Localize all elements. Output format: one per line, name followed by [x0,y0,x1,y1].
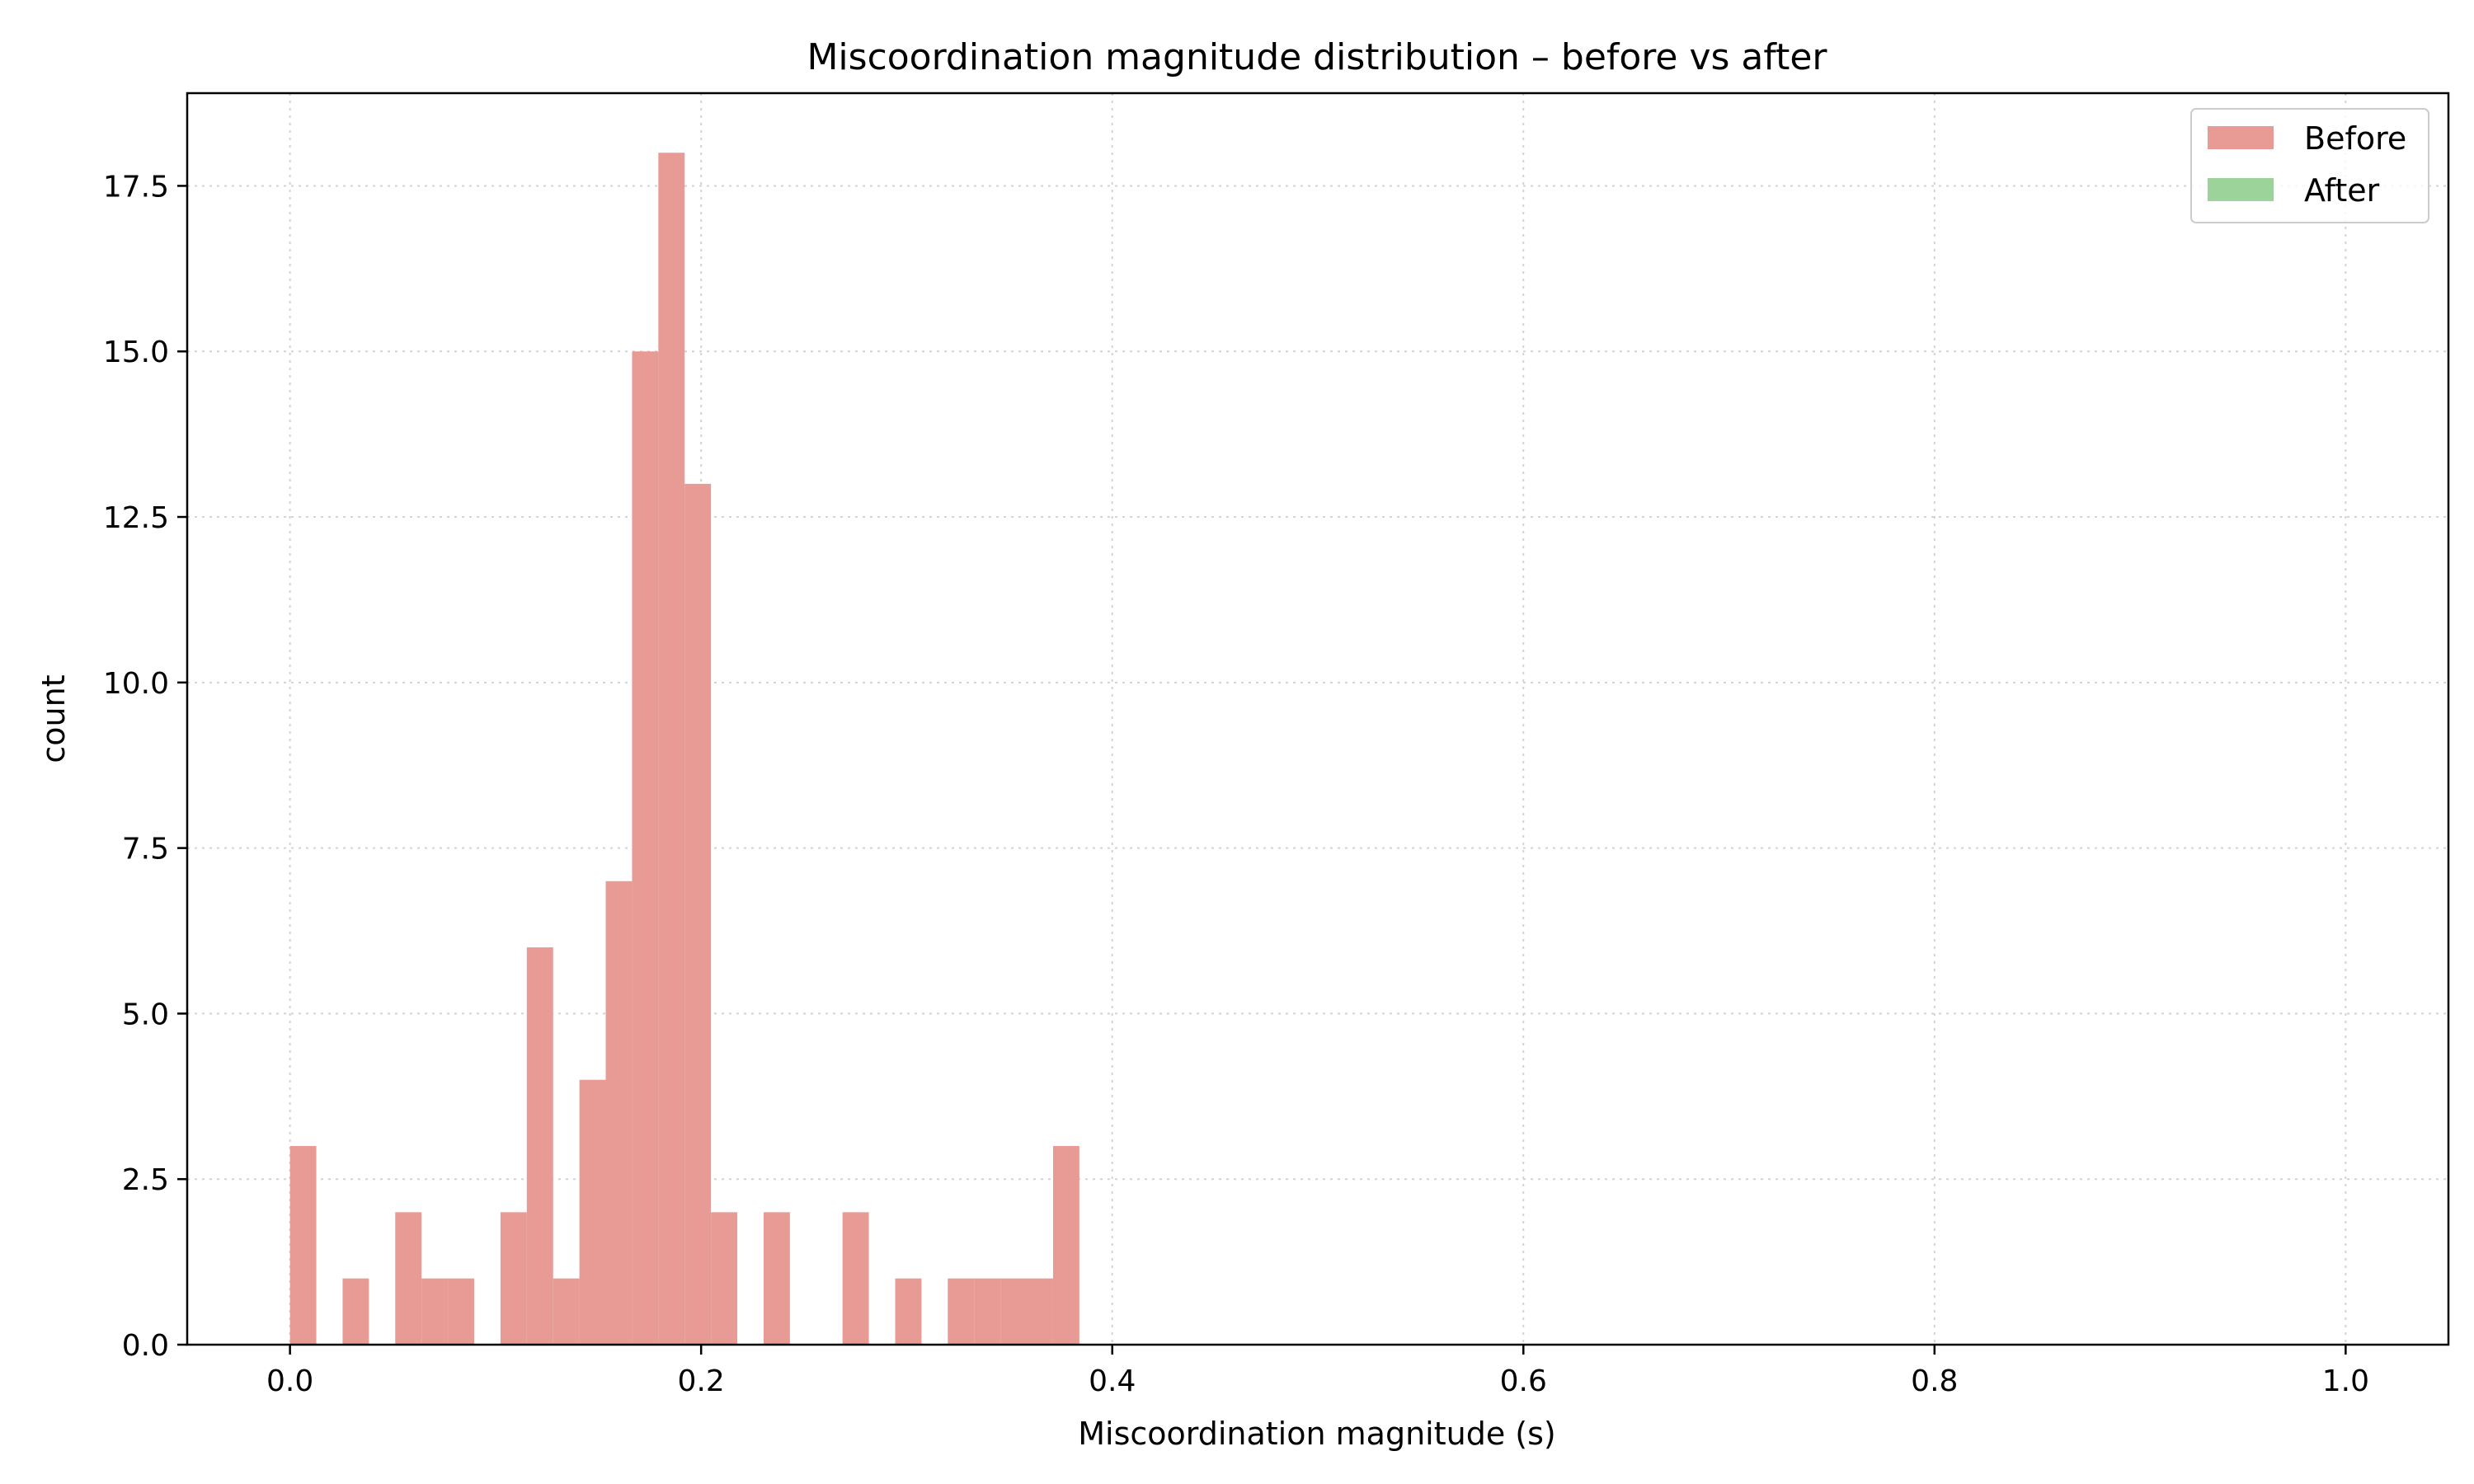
chart-title: Miscoordination magnitude distribution –… [807,36,1827,78]
y-tick-label: 7.5 [122,833,169,866]
histogram-bar-before [342,1278,369,1345]
histogram-bar-before [711,1212,738,1345]
legend-swatch-after [2208,178,2274,201]
histogram-bar-before [1052,1146,1079,1345]
histogram-bar-before [632,351,659,1345]
y-axis-ticks: 0.0 2.5 5.0 7.5 10.0 12.5 15.0 17.5 [103,170,187,1363]
x-axis-label: Miscoordination magnitude (s) [1078,1416,1555,1452]
histogram-bar-before [579,1079,606,1345]
y-tick-label: 10.0 [103,667,169,701]
y-tick-label: 12.5 [103,501,169,535]
legend-label-before: Before [2304,120,2406,157]
legend-label-after: After [2304,172,2380,209]
y-tick-label: 0.0 [122,1329,169,1363]
histogram-bar-before [1027,1278,1053,1345]
histogram-bar-before [658,153,685,1345]
x-tick-label: 1.0 [2322,1364,2369,1398]
histogram-bar-before [526,947,553,1345]
histogram-bar-before [763,1212,790,1345]
x-tick-label: 0.2 [678,1364,725,1398]
histogram-bar-before [1000,1278,1028,1345]
x-tick-label: 0.4 [1089,1364,1136,1398]
x-tick-label: 0.6 [1500,1364,1547,1398]
histogram-bar-before [289,1146,317,1345]
histogram-bar-before [605,881,633,1345]
histogram-bar-before [974,1278,1001,1345]
histogram-bar-before [842,1212,869,1345]
y-tick-label: 15.0 [103,336,169,369]
histogram-bar-before [395,1212,422,1345]
histogram-bar-before [684,483,712,1345]
x-tick-label: 0.0 [266,1364,313,1398]
y-tick-label: 17.5 [103,170,169,204]
histogram-bar-before [500,1212,527,1345]
plot-frame [186,92,2450,1346]
histogram-bar-before [895,1278,922,1345]
legend: Before After [2190,108,2429,223]
histogram-bars [289,153,1079,1345]
x-axis-ticks: 0.0 0.2 0.4 0.6 0.8 1.0 [266,1345,2369,1398]
histogram-bar-before [448,1278,474,1345]
histogram-bar-before [948,1278,975,1345]
y-tick-label: 5.0 [122,998,169,1031]
histogram-bar-before [421,1278,449,1345]
y-axis-label: count [35,674,72,763]
histogram-bar-before [553,1278,580,1345]
legend-swatch-before [2208,126,2274,149]
x-tick-label: 0.8 [1911,1364,1958,1398]
y-tick-label: 2.5 [122,1163,169,1197]
